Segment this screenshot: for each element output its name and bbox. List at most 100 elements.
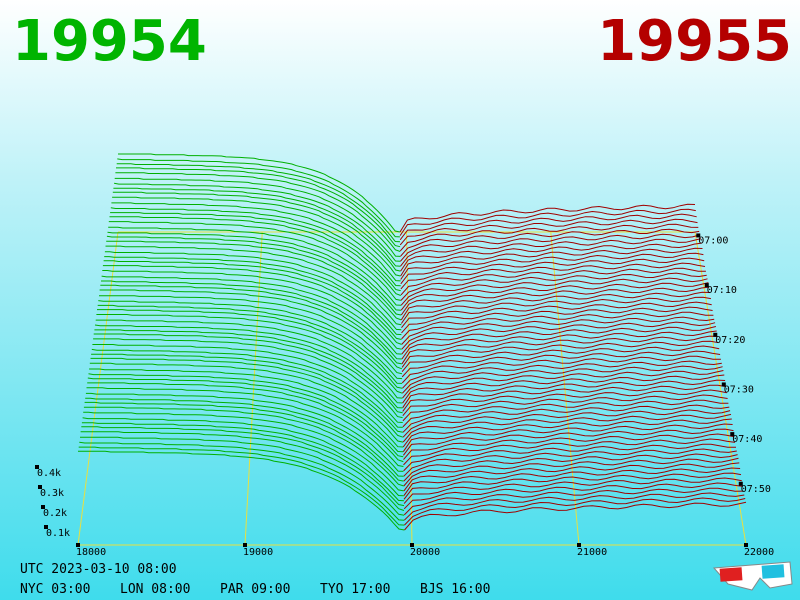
ask-depth-line bbox=[401, 345, 720, 373]
ask-depth-line bbox=[403, 467, 741, 496]
price-tick-label: 22000 bbox=[744, 547, 774, 558]
depth-tick-label: 0.1k bbox=[46, 528, 70, 539]
time-tick-label: 07:00 bbox=[698, 235, 728, 246]
bid-depth-line bbox=[80, 431, 405, 511]
ask-depth-line bbox=[401, 335, 718, 365]
tick-dot bbox=[704, 283, 709, 288]
ask-depth-line bbox=[399, 208, 696, 236]
ask-depth-line bbox=[401, 350, 721, 378]
bid-depth-line bbox=[104, 251, 402, 331]
time-tick-label: 07:50 bbox=[741, 484, 771, 495]
bid-depth-line bbox=[100, 284, 402, 365]
ask-depth-line bbox=[403, 453, 738, 482]
ask-depth-line bbox=[402, 409, 731, 438]
ask-depth-line bbox=[400, 238, 702, 267]
bid-depth-line bbox=[82, 417, 404, 497]
ask-depth-line bbox=[399, 213, 697, 241]
ask-depth-line bbox=[401, 326, 717, 355]
bid-depth-line bbox=[99, 295, 403, 375]
price-tick-label: 18000 bbox=[76, 547, 106, 558]
ask-depth-line bbox=[401, 330, 717, 360]
ask-depth-line bbox=[403, 492, 745, 521]
ask-depth-line bbox=[402, 389, 727, 417]
bid-depth-line bbox=[91, 348, 403, 428]
bid-depth-line bbox=[90, 357, 404, 438]
ask-depth-line bbox=[401, 316, 715, 345]
utc-time: UTC 2023-03-10 08:00 bbox=[20, 562, 177, 577]
ask-depth-line bbox=[402, 394, 728, 422]
tick-dot bbox=[243, 543, 247, 547]
ask-depth-line bbox=[403, 477, 742, 504]
zone-time: NYC 03:00 bbox=[20, 582, 90, 597]
bid-depth-line bbox=[85, 397, 404, 477]
ask-depth-line bbox=[400, 291, 711, 321]
ask-depth-line bbox=[400, 262, 706, 290]
bid-depth-line bbox=[99, 289, 403, 370]
ask-depth-line bbox=[402, 399, 729, 428]
3d-glasses-icon bbox=[712, 561, 793, 591]
ask-depth-line bbox=[399, 218, 698, 246]
ask-depth-line bbox=[403, 443, 737, 472]
zone-time: PAR 09:00 bbox=[220, 582, 290, 597]
bid-depth-line bbox=[85, 392, 404, 472]
ask-price: 19955 bbox=[597, 9, 792, 74]
ask-depth-line bbox=[401, 301, 712, 329]
ask-depth-line bbox=[400, 286, 710, 316]
tick-dot bbox=[738, 481, 743, 486]
bid-depth-line bbox=[102, 265, 402, 345]
grid-line bbox=[77, 231, 119, 546]
ask-depth-line bbox=[400, 252, 704, 280]
ask-depth-line bbox=[402, 370, 724, 399]
bid-depth-line bbox=[95, 319, 403, 399]
bid-depth-line bbox=[106, 240, 402, 321]
bid-depth-line bbox=[108, 221, 401, 301]
price-tick-label: 21000 bbox=[577, 547, 607, 558]
tick-dot bbox=[730, 432, 735, 437]
bid-depth-line bbox=[91, 353, 403, 433]
ask-depth-line bbox=[403, 433, 735, 460]
bid-depth-line bbox=[109, 216, 401, 296]
bid-depth-line bbox=[113, 187, 401, 267]
tick-dot bbox=[44, 525, 48, 529]
ask-depth-line bbox=[402, 365, 723, 394]
bid-depth-line bbox=[80, 436, 405, 516]
zone-time: LON 08:00 bbox=[120, 582, 190, 597]
tick-dot bbox=[713, 332, 718, 337]
depth-tick-label: 0.3k bbox=[40, 488, 64, 499]
ask-depth-line bbox=[401, 311, 714, 340]
bid-depth-line bbox=[81, 422, 404, 502]
bid-depth-line bbox=[114, 182, 401, 262]
ask-depth-line bbox=[403, 487, 744, 516]
ask-depth-line bbox=[400, 228, 700, 257]
ask-depth-line bbox=[402, 423, 733, 452]
bid-depth-line bbox=[102, 270, 402, 350]
tick-dot bbox=[41, 505, 45, 509]
zone-time: BJS 16:00 bbox=[420, 582, 490, 597]
ask-depth-line bbox=[403, 438, 736, 466]
ask-depth-line bbox=[400, 282, 709, 311]
bid-depth-line bbox=[97, 304, 403, 384]
bid-depth-line bbox=[105, 245, 402, 326]
time-zones: NYC 03:00 LON 08:00 PAR 09:00 TYO 17:00 BJS … bbox=[20, 582, 490, 597]
ask-depth-line bbox=[400, 257, 705, 285]
ask-depth-line bbox=[402, 413, 732, 443]
ask-depth-line bbox=[402, 360, 722, 389]
bid-depth-line bbox=[87, 377, 404, 458]
bid-depth-line bbox=[89, 368, 404, 448]
bid-depth-line bbox=[97, 309, 403, 389]
bid-depth-line bbox=[83, 406, 404, 487]
bid-depth-line bbox=[117, 158, 400, 238]
ask-depth-line bbox=[399, 203, 696, 233]
bid-depth-line bbox=[81, 426, 405, 507]
ask-depth-line bbox=[400, 233, 701, 262]
tick-dot bbox=[696, 233, 701, 238]
bid-depth-line bbox=[89, 362, 404, 443]
bid-depth-line bbox=[93, 333, 403, 414]
ask-depth-line bbox=[400, 277, 708, 306]
grid-line bbox=[406, 231, 413, 546]
tick-dot bbox=[38, 485, 42, 489]
time-tick-label: 07:30 bbox=[724, 384, 754, 395]
ask-depth-line bbox=[400, 242, 702, 272]
bid-depth-line bbox=[94, 329, 403, 409]
bid-depth-line bbox=[110, 212, 401, 292]
